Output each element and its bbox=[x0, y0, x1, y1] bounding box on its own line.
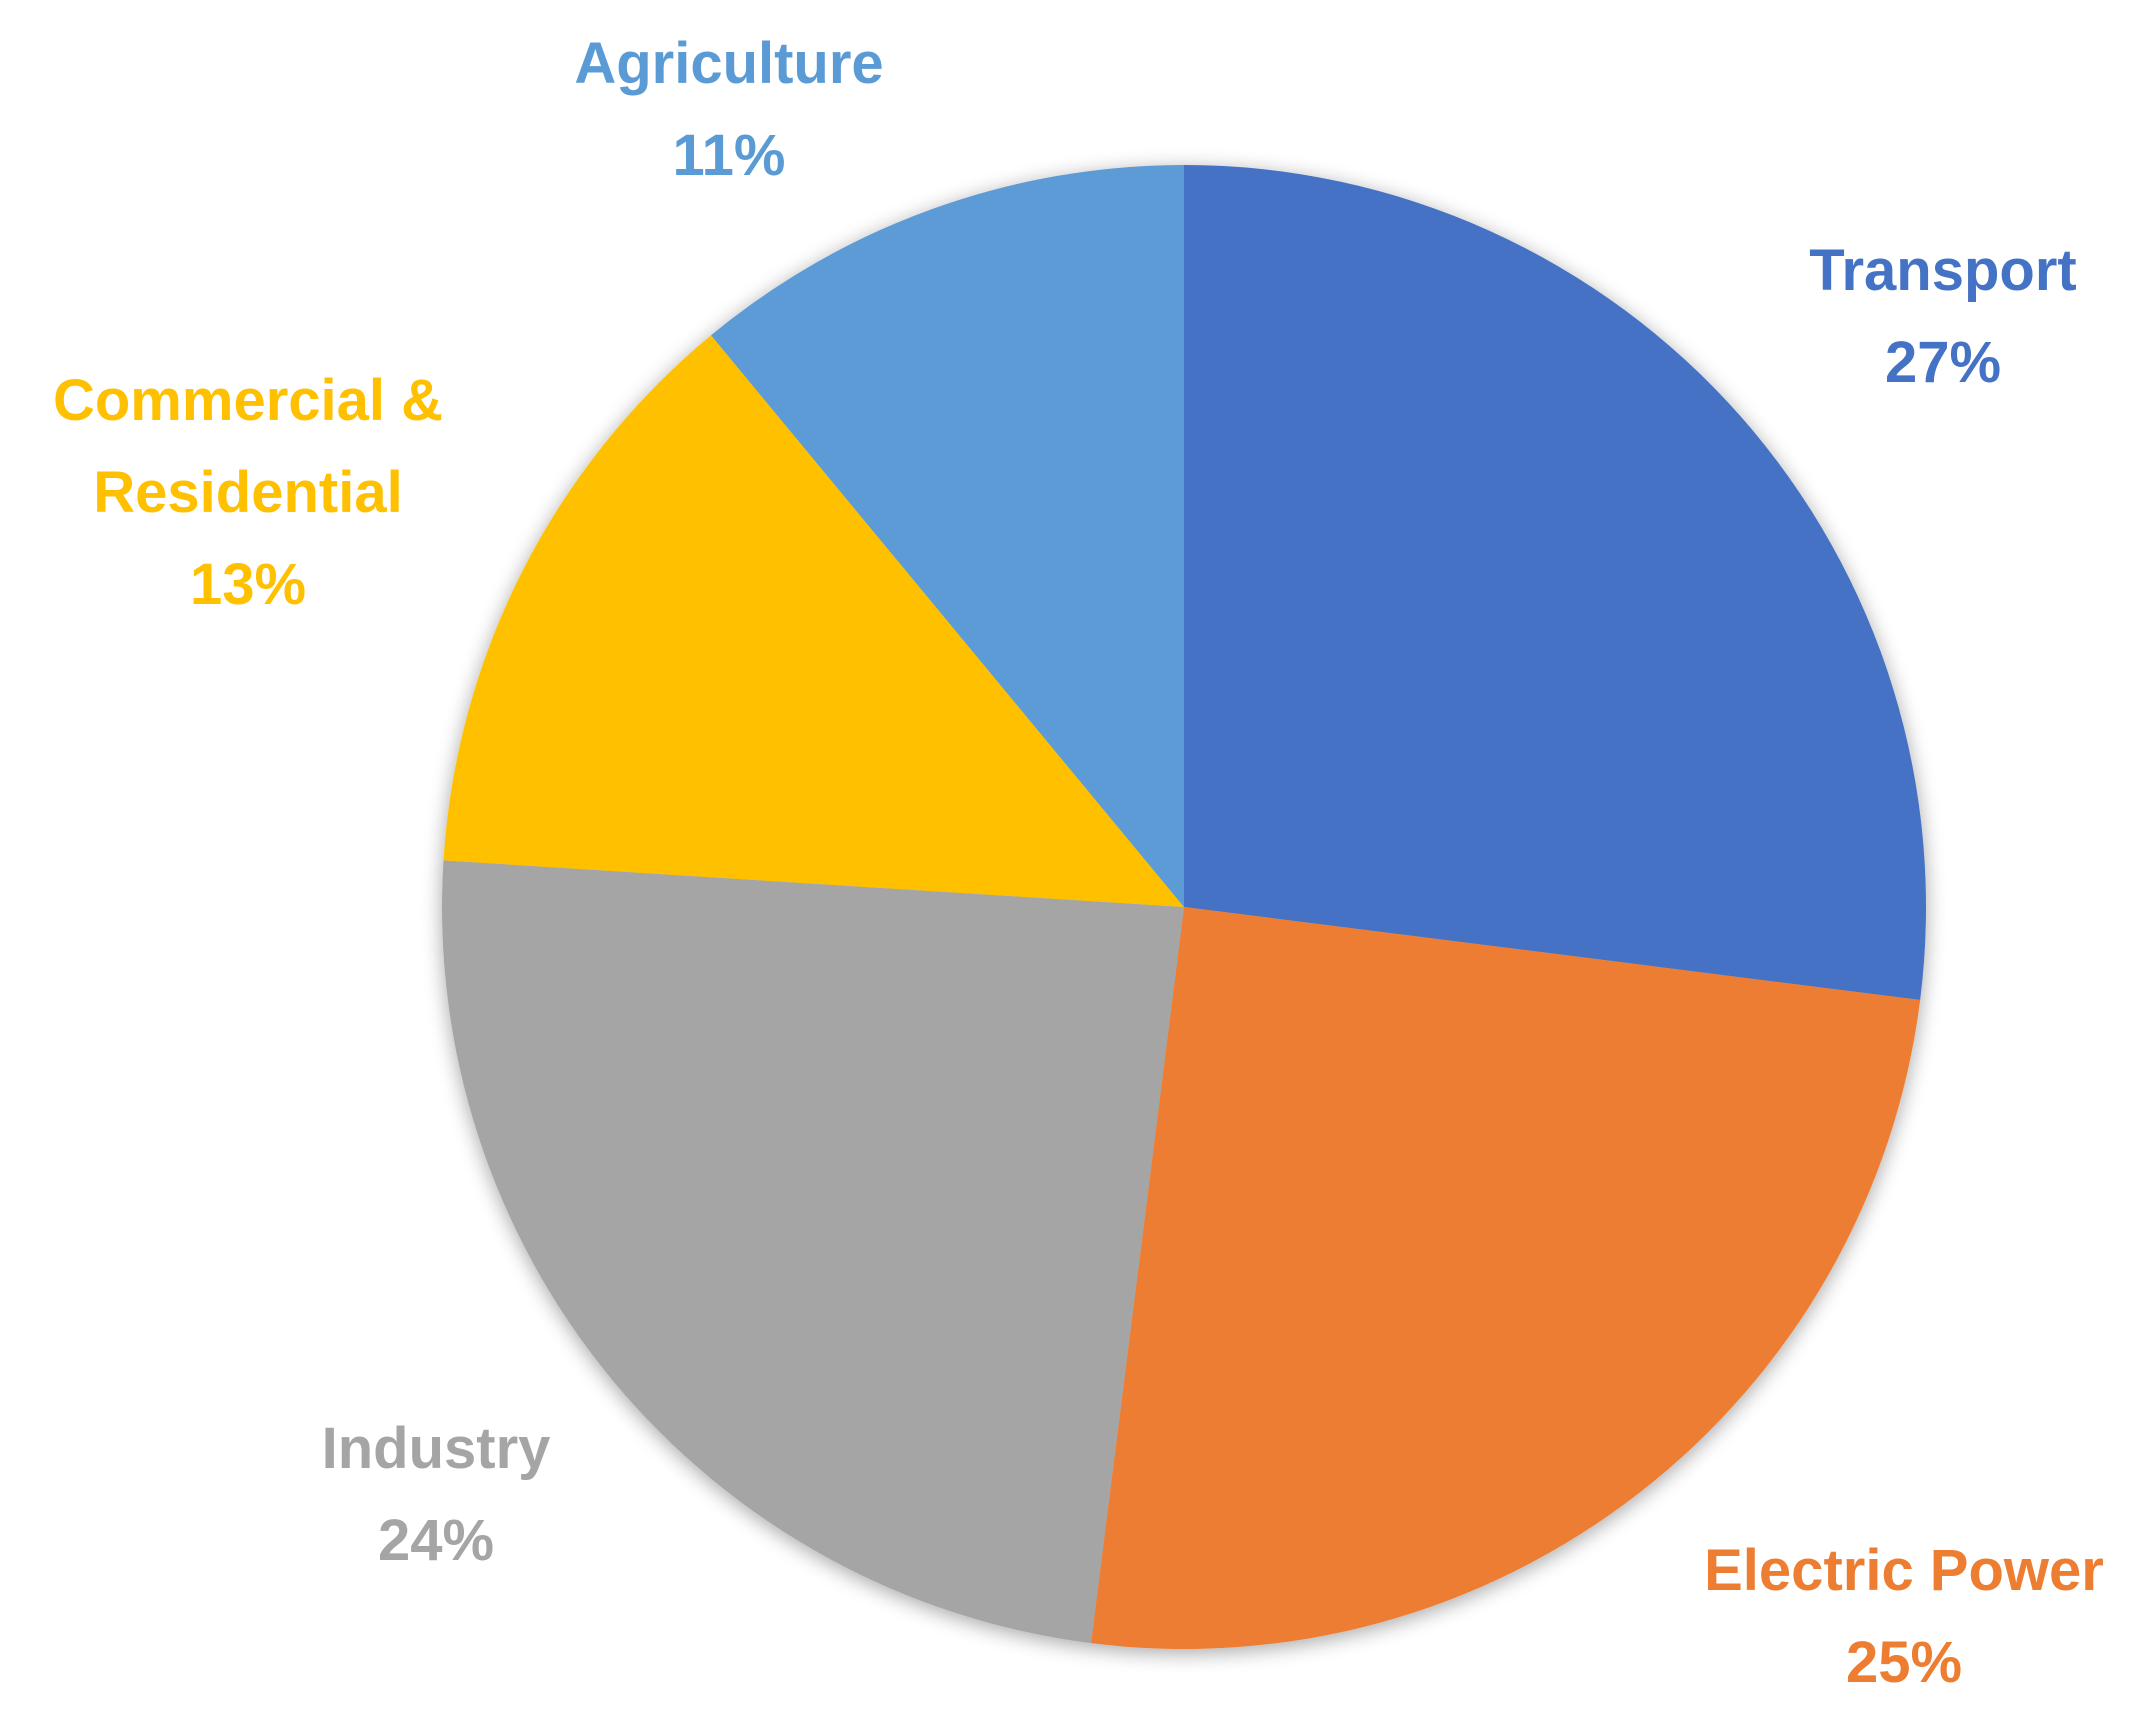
pie-label-industry: Industry 24% bbox=[322, 1416, 551, 1573]
pie-labels: Transport 27% Electric Power 25% Industry 24%… bbox=[53, 31, 2104, 1695]
pie-category-label: Industry bbox=[322, 1416, 551, 1481]
pie-category-label: Electric Power bbox=[1704, 1538, 2104, 1603]
pie-value-label: 11% bbox=[673, 123, 786, 188]
pie-value-label: 24% bbox=[378, 1508, 494, 1573]
pie-category-label: Residential bbox=[93, 460, 402, 525]
pie-slices bbox=[442, 165, 1926, 1649]
pie-label-electric-power: Electric Power 25% bbox=[1704, 1538, 2104, 1695]
pie-value-label: 13% bbox=[190, 552, 306, 617]
pie-slice-industry bbox=[442, 860, 1184, 1644]
pie-slice-commercial-residential bbox=[443, 335, 1184, 907]
pie-label-agriculture: Agriculture 11% bbox=[574, 31, 883, 188]
pie-category-label: Commercial & bbox=[53, 368, 443, 433]
pie-value-label: 25% bbox=[1846, 1630, 1962, 1695]
pie-slice-agriculture bbox=[711, 165, 1184, 907]
pie-slice-electric-power bbox=[1091, 907, 1921, 1649]
pie-label-commercial-residential: Commercial & Residential 13% bbox=[53, 368, 443, 617]
pie-category-label: Transport bbox=[1809, 238, 2077, 303]
pie-category-label: Agriculture bbox=[574, 31, 883, 96]
pie-slice-transport bbox=[1184, 165, 1926, 1000]
pie-value-label: 27% bbox=[1885, 330, 2001, 395]
pie-label-transport: Transport 27% bbox=[1809, 238, 2077, 395]
